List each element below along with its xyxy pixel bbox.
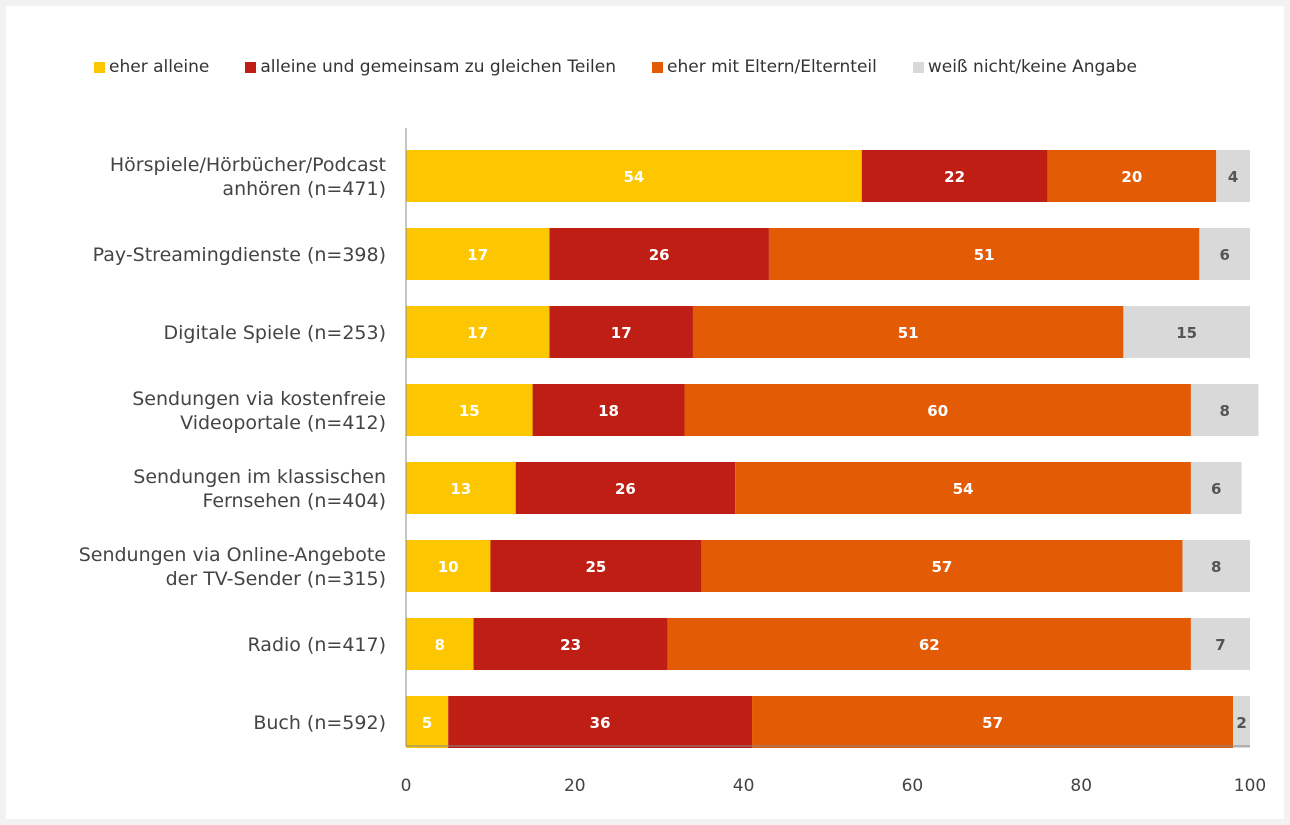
- bar-segment: [1199, 228, 1250, 280]
- data-label: 15: [459, 402, 480, 420]
- legend-item-eher-alleine: eher alleine: [94, 57, 209, 77]
- data-label: 57: [932, 558, 953, 576]
- data-label: 25: [585, 558, 606, 576]
- data-label: 51: [974, 246, 995, 264]
- bar-segment: [1190, 618, 1250, 670]
- category-label: Sendungen via kostenfreie: [132, 388, 386, 410]
- x-tick-label: 60: [902, 776, 924, 796]
- bar-segment: [768, 228, 1200, 280]
- legend-swatch: [94, 61, 105, 73]
- category-label: Fernsehen (n=404): [202, 490, 386, 512]
- bar-segment: [692, 306, 1124, 358]
- x-tick-label: 100: [1234, 776, 1266, 796]
- category-label: Pay-Streamingdienste (n=398): [93, 244, 386, 266]
- bar-segment: [532, 384, 685, 436]
- category-label: Buch (n=592): [253, 712, 386, 734]
- bar-segment: [406, 462, 516, 514]
- data-label: 5: [422, 714, 432, 732]
- x-tick-label: 40: [733, 776, 755, 796]
- data-label: 54: [623, 168, 644, 186]
- x-tick-label: 20: [564, 776, 586, 796]
- bar-segment: [473, 618, 668, 670]
- bar-segment: [448, 696, 753, 748]
- legend-label: weiß nicht/keine Angabe: [927, 57, 1137, 77]
- bar-segment: [406, 150, 862, 202]
- data-label: 17: [467, 246, 488, 264]
- bar-segment: [1190, 384, 1259, 436]
- data-label: 22: [944, 168, 965, 186]
- bar-segment: [549, 306, 693, 358]
- category-label: Digitale Spiele (n=253): [164, 322, 387, 344]
- legend-label: eher alleine: [109, 57, 210, 77]
- bar-segment: [406, 384, 533, 436]
- data-label: 36: [590, 714, 611, 732]
- data-label: 17: [467, 324, 488, 342]
- bar-segment: [735, 462, 1191, 514]
- bar-segment: [549, 228, 769, 280]
- data-label: 57: [982, 714, 1003, 732]
- bar-segment: [1190, 462, 1242, 514]
- data-label: 10: [438, 558, 459, 576]
- category-label: Videoportale (n=412): [180, 412, 386, 434]
- data-label: 7: [1215, 636, 1225, 654]
- bar-segment: [861, 150, 1048, 202]
- data-label: 4: [1228, 168, 1238, 186]
- legend-label: eher mit Eltern/Elternteil: [667, 57, 877, 77]
- bar-segment: [667, 618, 1191, 670]
- bar-segment: [1047, 150, 1217, 202]
- bar-segment: [684, 384, 1191, 436]
- legend-item-mit-eltern: eher mit Eltern/Elternteil: [652, 57, 877, 77]
- data-label: 2: [1236, 714, 1246, 732]
- category-label: der TV-Sender (n=315): [166, 568, 386, 590]
- legend-item-gleichen-teilen: alleine und gemeinsam zu gleichen Teilen: [245, 57, 616, 77]
- data-label: 15: [1176, 324, 1197, 342]
- bar-segment: [406, 540, 491, 592]
- data-label: 8: [1211, 558, 1221, 576]
- category-label: Sendungen via Online-Angebote: [79, 544, 386, 566]
- category-label: Hörspiele/Hörbücher/Podcast: [110, 154, 386, 176]
- data-label: 62: [919, 636, 940, 654]
- data-label: 8: [435, 636, 445, 654]
- bar-segment: [515, 462, 736, 514]
- category-label: Sendungen im klassischen: [133, 466, 386, 488]
- data-label: 26: [615, 480, 636, 498]
- legend-label: alleine und gemeinsam zu gleichen Teilen: [260, 57, 616, 77]
- legend-swatch: [912, 61, 924, 73]
- category-label: Radio (n=417): [248, 634, 386, 656]
- data-label: 23: [560, 636, 581, 654]
- legend-swatch: [652, 61, 663, 73]
- bar-segment: [701, 540, 1183, 592]
- data-label: 26: [649, 246, 670, 264]
- bar-segment: [1182, 540, 1250, 592]
- bar-segment: [1216, 150, 1250, 202]
- data-label: 54: [953, 480, 974, 498]
- bar-segment: [406, 228, 550, 280]
- bar-segment: [490, 540, 702, 592]
- data-label: 60: [927, 402, 948, 420]
- legend-item-weiss-nicht: weiß nicht/keine Angabe: [912, 57, 1137, 77]
- data-label: 6: [1211, 480, 1221, 498]
- bar-segment: [1123, 306, 1250, 358]
- x-tick-label: 80: [1070, 776, 1092, 796]
- legend-swatch: [245, 61, 257, 73]
- bar-segment: [406, 618, 474, 670]
- legend: eher alleine alleine und gemeinsam zu gl…: [94, 57, 1137, 77]
- bar-segment: [406, 696, 449, 748]
- bar-segment: [406, 306, 550, 358]
- data-label: 51: [898, 324, 919, 342]
- data-label: 8: [1219, 402, 1229, 420]
- category-label: anhören (n=471): [222, 178, 386, 200]
- data-label: 17: [611, 324, 632, 342]
- x-tick-label: 0: [401, 776, 412, 796]
- data-label: 13: [450, 480, 471, 498]
- data-label: 6: [1219, 246, 1229, 264]
- bar-segment: [752, 696, 1234, 748]
- data-label: 20: [1121, 168, 1142, 186]
- bar-segment: [1233, 696, 1250, 748]
- data-label: 18: [598, 402, 619, 420]
